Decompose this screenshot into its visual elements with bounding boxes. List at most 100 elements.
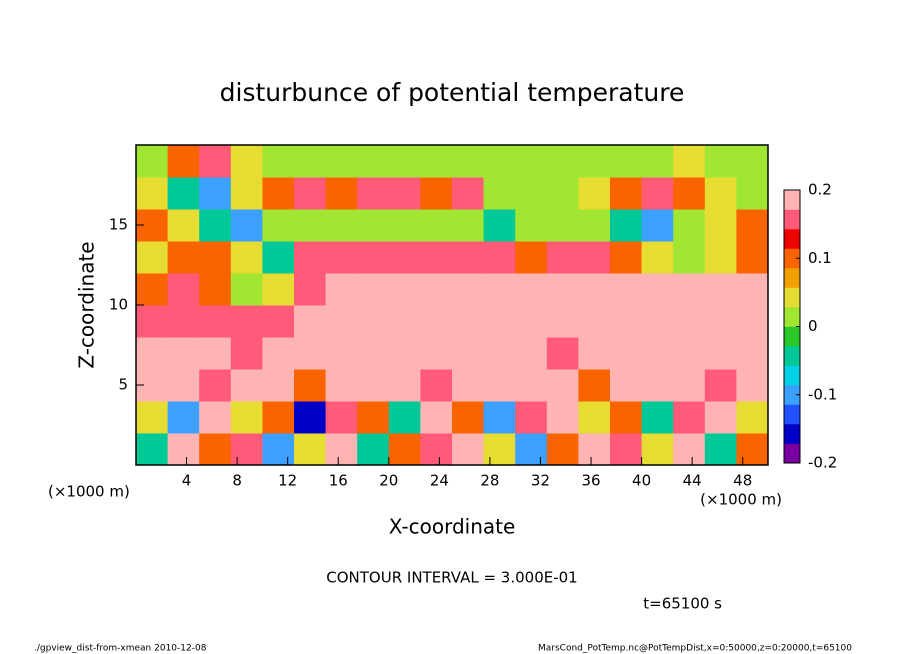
heat-cell: [515, 305, 548, 338]
heat-cell: [420, 177, 453, 210]
heat-cell: [578, 401, 611, 434]
heat-cell: [136, 433, 169, 466]
heat-cell: [546, 305, 579, 338]
heat-cell: [388, 177, 421, 210]
heat-cell: [294, 177, 327, 210]
heat-cell: [420, 273, 453, 306]
heat-cell: [610, 369, 643, 402]
x-tick-label: 4: [182, 472, 192, 490]
heat-cell: [610, 305, 643, 338]
heat-cell: [610, 241, 643, 274]
heat-cell: [704, 273, 737, 306]
heat-cell: [167, 145, 200, 178]
colorbar-tick-label: 0: [808, 317, 818, 335]
heat-cell: [704, 337, 737, 370]
heat-cell: [199, 337, 232, 370]
heat-cell: [262, 305, 295, 338]
heat-cell: [294, 337, 327, 370]
heat-cell: [578, 337, 611, 370]
heat-cell: [483, 209, 516, 242]
heat-cell: [736, 369, 769, 402]
heat-cell: [610, 337, 643, 370]
heat-cell: [357, 369, 390, 402]
heat-cell: [199, 433, 232, 466]
heat-cell: [452, 337, 485, 370]
heat-cell: [736, 273, 769, 306]
heat-cell: [357, 433, 390, 466]
x-tick-label: 44: [683, 472, 702, 490]
heat-cell: [294, 273, 327, 306]
x-tick-label: 24: [430, 472, 449, 490]
heat-cell: [673, 145, 706, 178]
heat-cell: [704, 209, 737, 242]
colorbar-tick-label: -0.1: [808, 385, 837, 403]
heat-cell: [325, 209, 358, 242]
heat-cell: [294, 145, 327, 178]
x-tick-label: 48: [733, 472, 752, 490]
heat-cell: [641, 337, 674, 370]
heat-cell: [736, 209, 769, 242]
heat-cell: [483, 305, 516, 338]
colorbar-segment: [784, 248, 800, 269]
heat-cell: [262, 145, 295, 178]
heat-cell: [610, 401, 643, 434]
heat-cell: [388, 273, 421, 306]
heat-cell: [199, 177, 232, 210]
heat-cell: [420, 145, 453, 178]
heat-cell: [199, 145, 232, 178]
heat-cell: [199, 305, 232, 338]
heat-cell: [673, 401, 706, 434]
heat-cell: [325, 145, 358, 178]
heat-cell: [357, 401, 390, 434]
heat-cell: [357, 177, 390, 210]
heat-cell: [483, 145, 516, 178]
heat-cell: [578, 305, 611, 338]
heat-cell: [199, 273, 232, 306]
colorbar-segment: [784, 307, 800, 327]
heat-cell: [610, 209, 643, 242]
heat-cell: [167, 337, 200, 370]
heat-cell: [515, 337, 548, 370]
y-tick-label: 15: [109, 216, 128, 234]
x-tick-label: 32: [531, 472, 550, 490]
chart-title: disturbunce of potential temperature: [220, 78, 685, 107]
heat-cell: [546, 241, 579, 274]
x-tick-label: 28: [480, 472, 499, 490]
heat-cell: [388, 305, 421, 338]
colorbar-segment: [784, 385, 800, 405]
heat-cell: [230, 305, 263, 338]
heat-cell: [294, 209, 327, 242]
heat-cell: [452, 209, 485, 242]
heat-cell: [546, 433, 579, 466]
heat-cell: [483, 241, 516, 274]
heat-cell: [736, 305, 769, 338]
heat-cell: [230, 145, 263, 178]
heat-cell: [641, 177, 674, 210]
heat-cell: [673, 433, 706, 466]
colorbar-segment: [784, 424, 800, 444]
heat-cell: [357, 145, 390, 178]
colorbar-segment: [784, 443, 800, 464]
heat-cell: [483, 177, 516, 210]
heat-cell: [452, 273, 485, 306]
heat-cell: [578, 145, 611, 178]
heat-cell: [515, 145, 548, 178]
heat-cell: [357, 273, 390, 306]
heat-cell: [199, 241, 232, 274]
heat-cell: [673, 337, 706, 370]
contour-interval: CONTOUR INTERVAL = 3.000E-01: [326, 569, 577, 587]
heat-cell: [420, 433, 453, 466]
heat-cell: [610, 433, 643, 466]
colorbar-tick-label: 0.1: [808, 249, 832, 267]
heat-cell: [736, 241, 769, 274]
heat-cell: [388, 433, 421, 466]
heat-cell: [230, 241, 263, 274]
heat-cell: [388, 401, 421, 434]
heat-cell: [420, 241, 453, 274]
heat-cell: [704, 401, 737, 434]
heat-cell: [641, 241, 674, 274]
x-tick-label: 36: [581, 472, 600, 490]
heat-cell: [167, 273, 200, 306]
heat-cell: [546, 401, 579, 434]
heat-cell: [483, 433, 516, 466]
